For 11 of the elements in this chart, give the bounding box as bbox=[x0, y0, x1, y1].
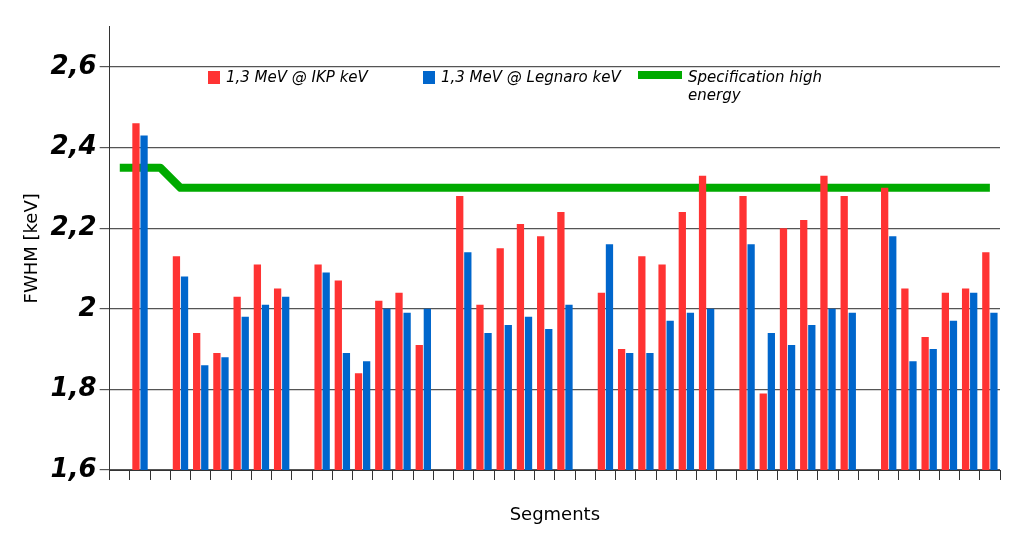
legend-label: Specification high energy bbox=[688, 68, 824, 104]
y-axis-title: FWHM [keV] bbox=[20, 193, 42, 304]
x-axis-title: Segments bbox=[509, 502, 601, 524]
y-tick-label: 1,8 bbox=[50, 372, 97, 403]
legend-label: 1,3 MeV @ IKP keV bbox=[226, 68, 368, 86]
y-tick-label: 2,4 bbox=[50, 130, 97, 161]
y-tick-label: 2,2 bbox=[50, 210, 97, 241]
y-tick-label: 2 bbox=[78, 291, 97, 322]
y-tick-label: 2,6 bbox=[50, 49, 97, 80]
y-tick-label: 1,6 bbox=[50, 452, 97, 483]
legend-label: 1,3 MeV @ Legnaro keV bbox=[441, 68, 621, 86]
